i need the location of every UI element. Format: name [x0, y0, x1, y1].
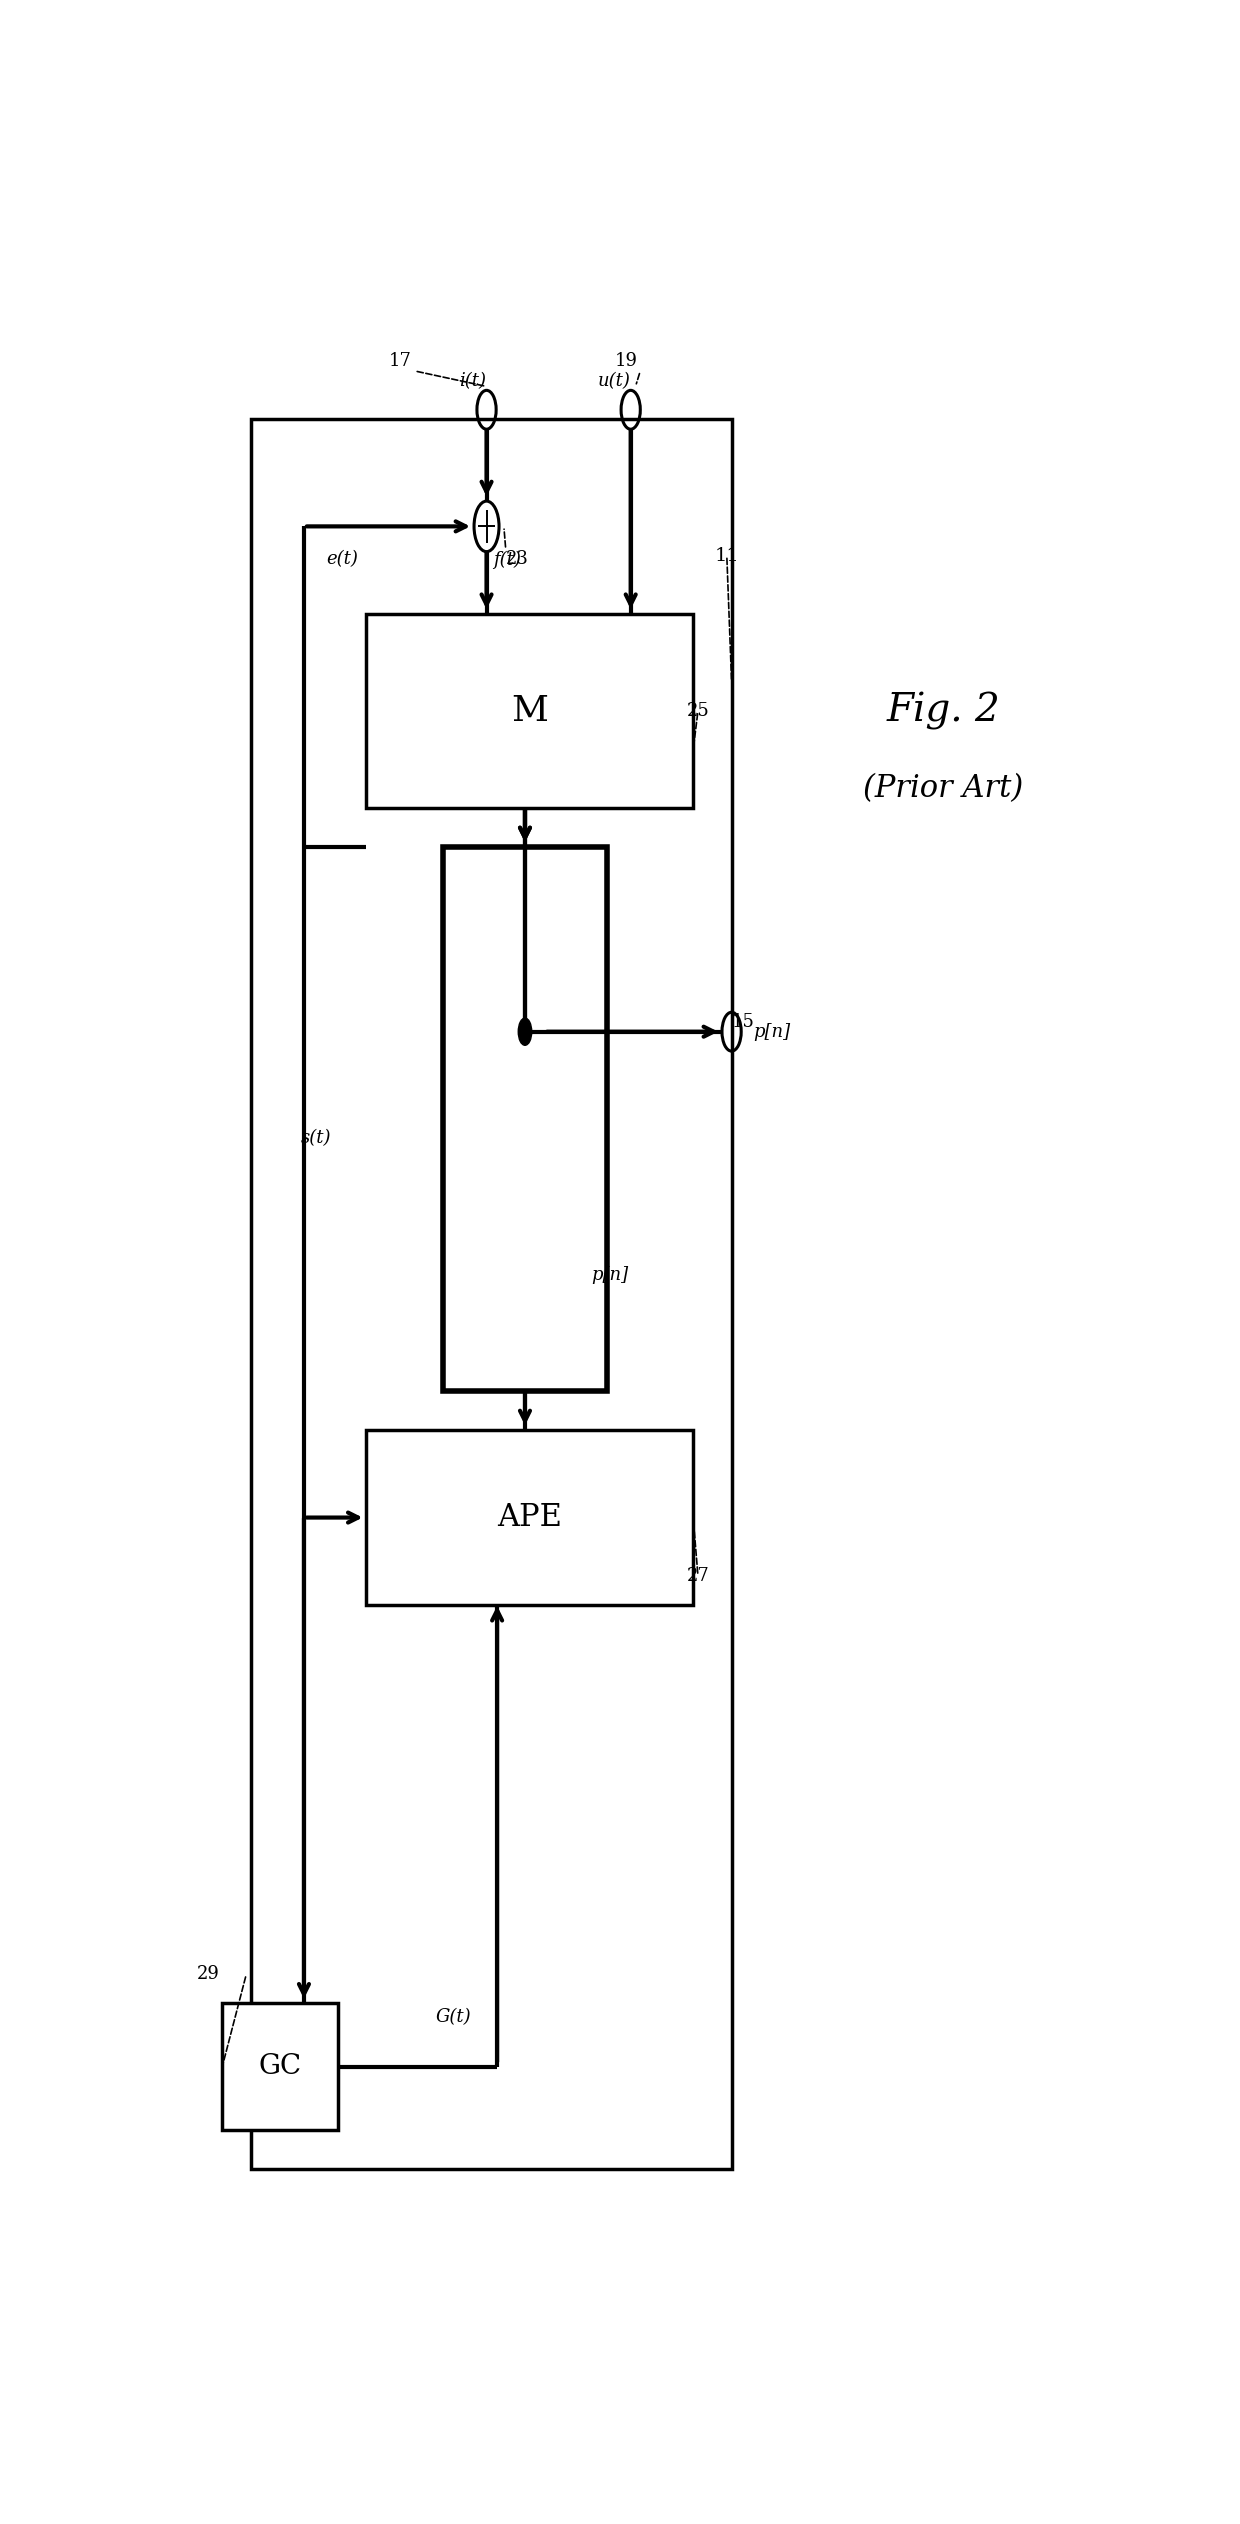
Text: s(t): s(t) — [301, 1131, 331, 1148]
Text: u(t): u(t) — [598, 371, 631, 389]
Text: 19: 19 — [614, 353, 637, 371]
Text: 29: 29 — [196, 1966, 219, 1984]
FancyBboxPatch shape — [367, 1431, 693, 1605]
FancyBboxPatch shape — [367, 613, 693, 808]
Text: APE: APE — [497, 1502, 562, 1532]
Text: p[n]: p[n] — [591, 1265, 629, 1285]
Text: 15: 15 — [732, 1012, 755, 1030]
Text: GC: GC — [258, 2052, 301, 2080]
Text: 25: 25 — [687, 702, 709, 719]
Circle shape — [518, 1017, 532, 1045]
FancyBboxPatch shape — [250, 419, 732, 2168]
Text: e(t): e(t) — [326, 550, 358, 568]
Text: G(t): G(t) — [435, 2009, 471, 2027]
Text: f(t): f(t) — [494, 550, 521, 568]
Text: p[n]: p[n] — [753, 1022, 790, 1040]
Text: 27: 27 — [687, 1567, 709, 1585]
FancyBboxPatch shape — [444, 848, 606, 1391]
Text: 23: 23 — [506, 550, 528, 568]
Text: M: M — [511, 694, 548, 727]
Text: Fig. 2: Fig. 2 — [887, 692, 999, 729]
Text: 11: 11 — [714, 548, 739, 565]
Text: 17: 17 — [388, 353, 412, 371]
Text: i(t): i(t) — [459, 371, 486, 389]
FancyBboxPatch shape — [222, 2004, 337, 2130]
Text: (Prior Art): (Prior Art) — [863, 772, 1023, 805]
